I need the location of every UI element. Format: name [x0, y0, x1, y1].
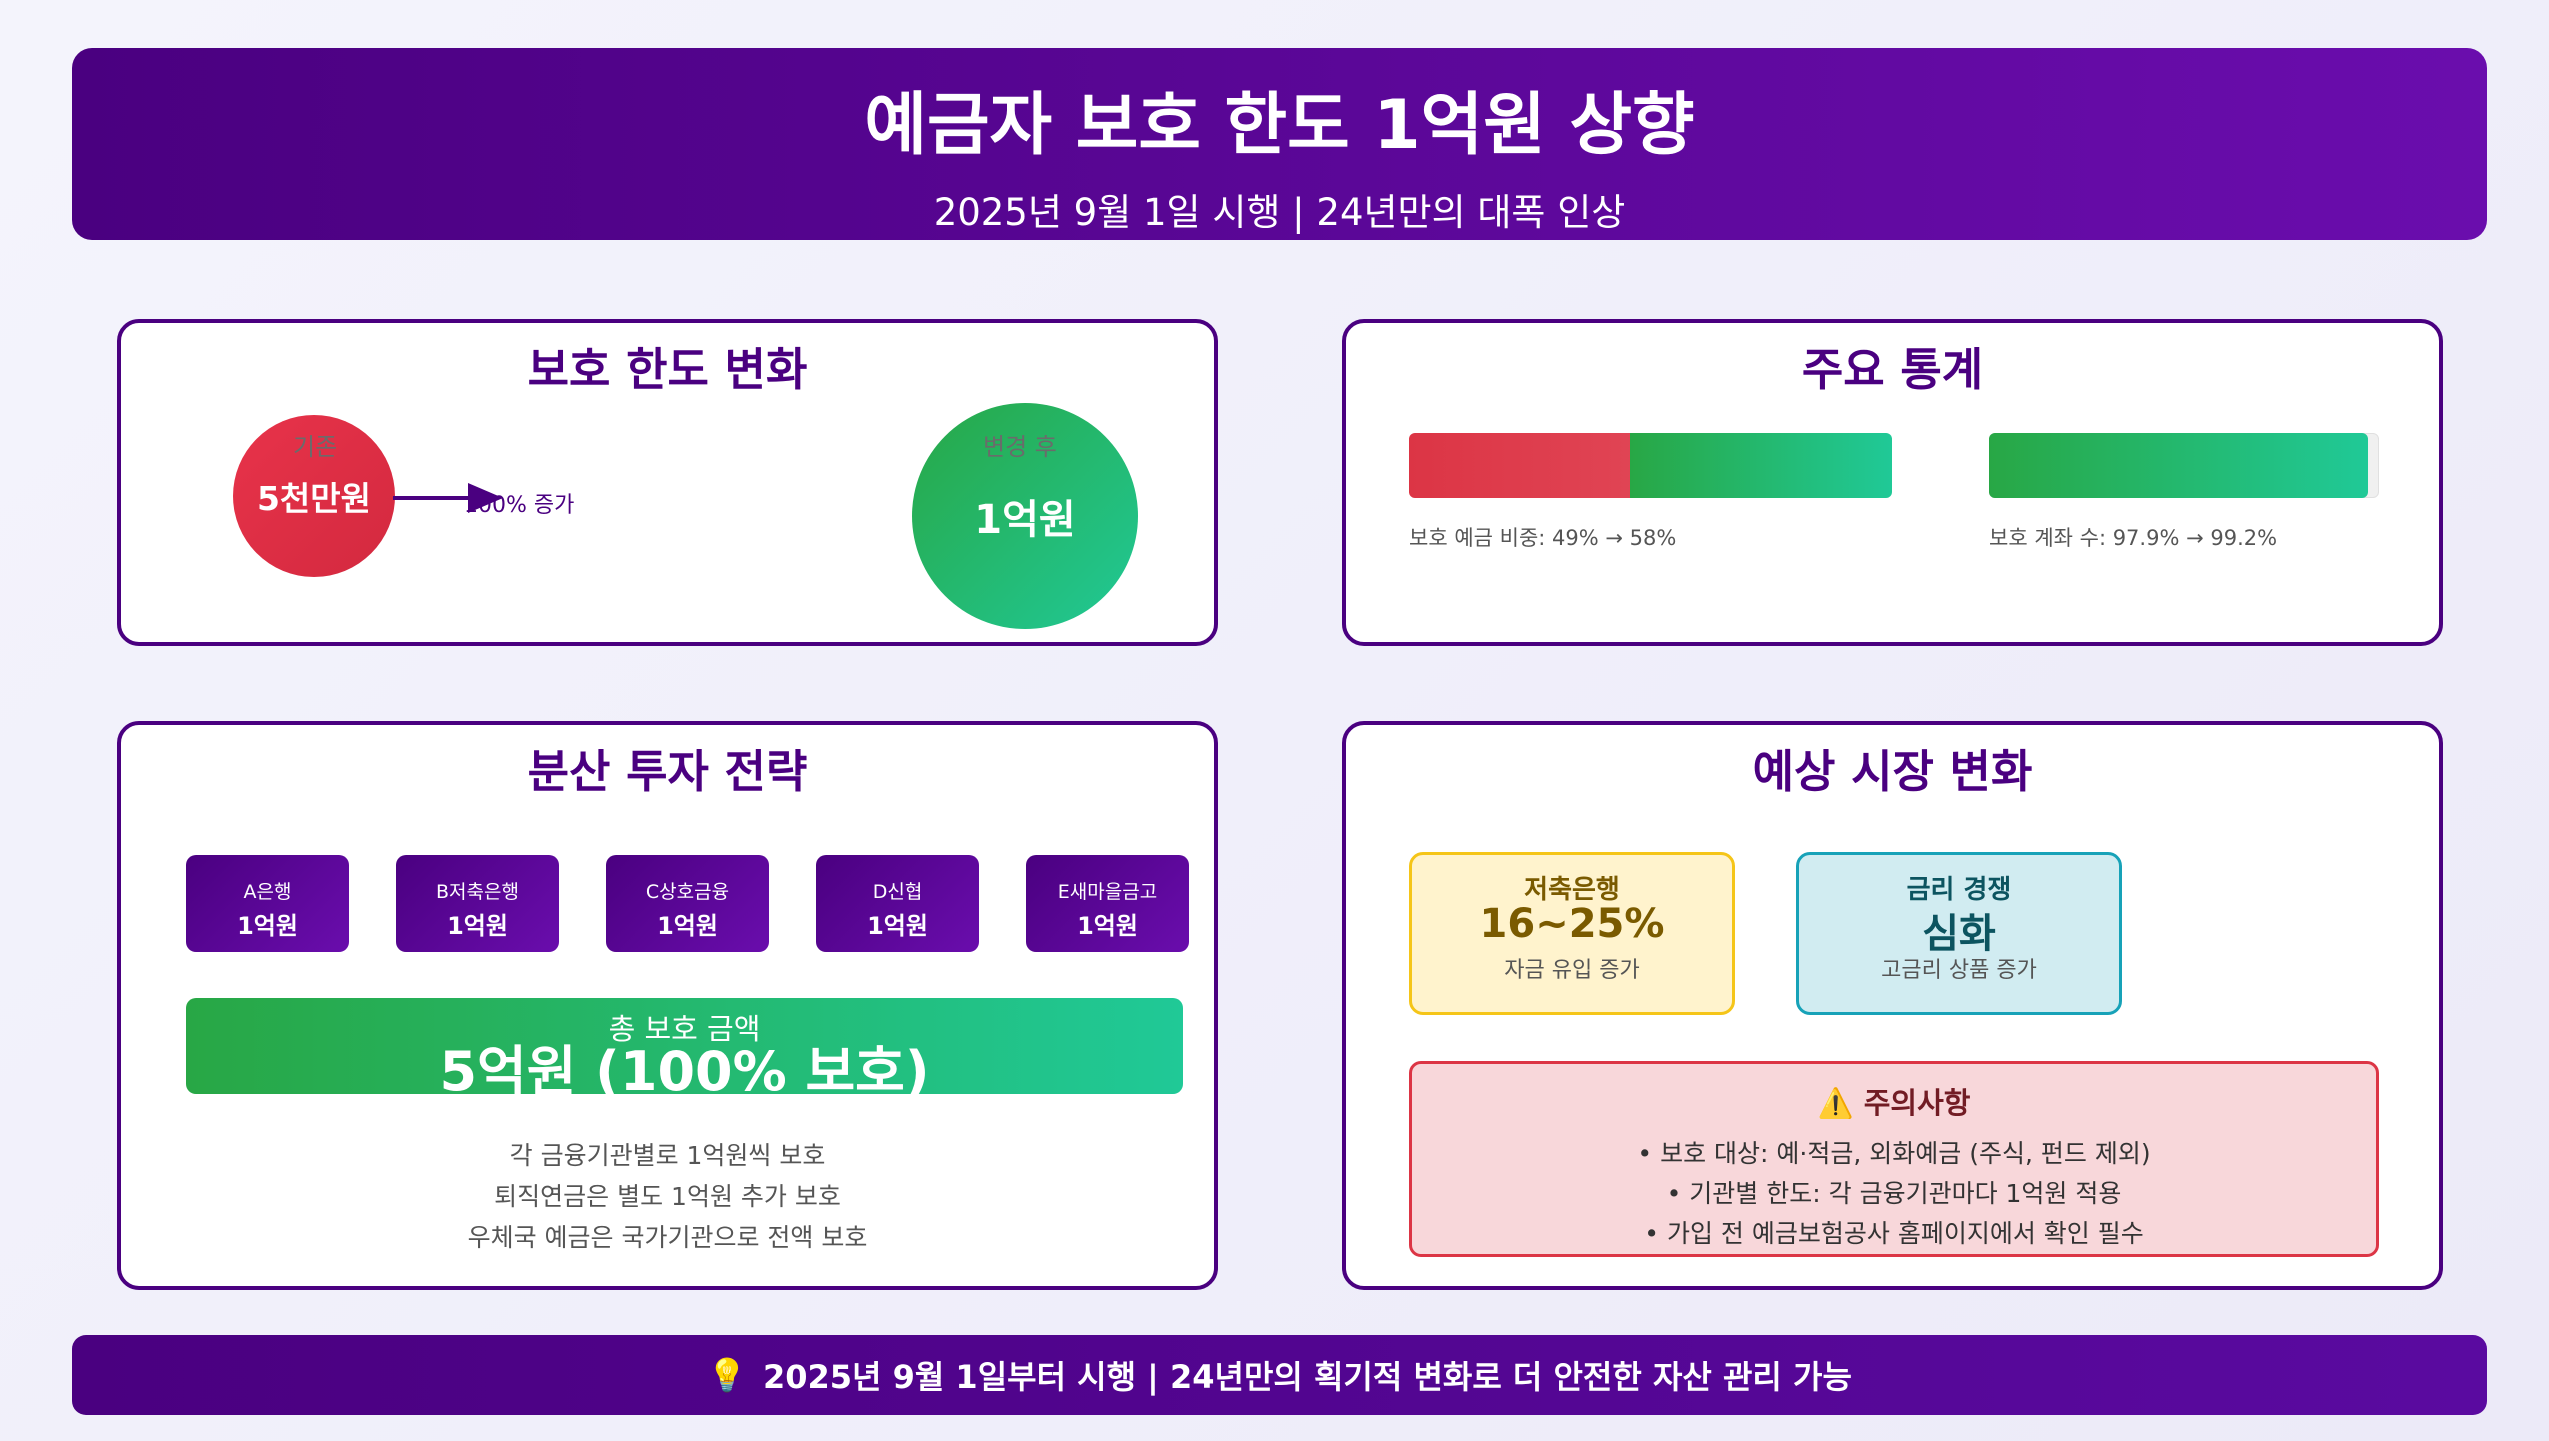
note-item: 우체국 예금은 국가기관으로 전액 보호	[467, 1223, 868, 1252]
diversify-panel: 분산 투자 전략 A은행 1억원 B저축은행 1억원 C상호금융 1억원 D신협…	[117, 721, 1218, 1290]
deposit-ratio-before-segment	[1409, 433, 1630, 498]
old-limit-label: 기존	[293, 433, 338, 461]
bank-card: B저축은행 1억원	[396, 855, 559, 952]
savings-bank-label: 저축은행	[1524, 875, 1620, 905]
bank-amount: 1억원	[237, 912, 298, 940]
bank-amount: 1억원	[447, 912, 508, 940]
caution-box: ⚠️ 주의사항 • 보호 대상: 예·적금, 외화예금 (주식, 펀드 제외) …	[1409, 1061, 2379, 1257]
lightbulb-icon: 💡	[707, 1356, 747, 1394]
stats-title: 주요 통계	[1801, 343, 1984, 396]
new-limit-value: 1억원	[974, 497, 1076, 543]
note-item: 각 금융기관별로 1억원씩 보호	[509, 1141, 826, 1170]
new-limit-label: 변경 후	[983, 433, 1057, 461]
total-protection-label: 총 보호 금액	[608, 1012, 761, 1046]
limit-change-panel: 보호 한도 변화 5천만원 기존 100% 증가 1억원 변경 후	[117, 319, 1218, 646]
bank-amount: 1억원	[1077, 912, 1138, 940]
footer-banner: 💡 2025년 9월 1일부터 시행 | 24년만의 획기적 변화로 더 안전한…	[72, 1335, 2487, 1415]
account-ratio-caption: 보호 계좌 수: 97.9% → 99.2%	[1989, 526, 2278, 550]
rate-competition-value: 심화	[1922, 911, 1996, 957]
increase-label: 100% 증가	[464, 493, 575, 518]
bank-name: D신협	[872, 881, 923, 903]
caution-title: 주의사항	[1863, 1086, 1971, 1120]
increase-arrow-icon	[393, 483, 503, 513]
old-limit-circle: 5천만원	[233, 415, 395, 577]
footer-text: 2025년 9월 1일부터 시행 | 24년만의 획기적 변화로 더 안전한 자…	[762, 1358, 1852, 1396]
bank-card: E새마을금고 1억원	[1026, 855, 1189, 952]
bank-card: A은행 1억원	[186, 855, 349, 952]
new-limit-circle: 1억원	[912, 403, 1138, 629]
bank-amount: 1억원	[867, 912, 928, 940]
page-title: 예금자 보호 한도 1억원 상향	[864, 86, 1695, 165]
bank-card: D신협 1억원	[816, 855, 979, 952]
bank-amount: 1억원	[657, 912, 718, 940]
caution-item: • 보호 대상: 예·적금, 외화예금 (주식, 펀드 제외)	[1637, 1139, 2151, 1168]
limit-change-title: 보호 한도 변화	[527, 343, 808, 396]
savings-bank-desc: 자금 유입 증가	[1504, 958, 1640, 983]
rate-competition-label: 금리 경쟁	[1906, 875, 2012, 905]
caution-item: • 기관별 한도: 각 금융기관마다 1억원 적용	[1666, 1179, 2122, 1208]
bank-name: E새마을금고	[1057, 881, 1158, 903]
rate-competition-card: 금리 경쟁 심화 고금리 상품 증가	[1796, 852, 2122, 1015]
market-panel: 예상 시장 변화 저축은행 16~25% 자금 유입 증가 금리 경쟁 심화 고…	[1342, 721, 2443, 1290]
page-subtitle: 2025년 9월 1일 시행 | 24년만의 대폭 인상	[933, 191, 1626, 234]
warning-icon: ⚠️	[1817, 1086, 1854, 1120]
market-title: 예상 시장 변화	[1752, 745, 2033, 798]
note-item: 퇴직연금은 별도 1억원 추가 보호	[494, 1182, 841, 1211]
bank-card: C상호금융 1억원	[606, 855, 769, 952]
caution-title-row: ⚠️ 주의사항	[1412, 1080, 2376, 1122]
deposit-ratio-after-segment	[1630, 433, 1892, 498]
total-protection-value: 5억원 (100% 보호)	[439, 1040, 930, 1103]
bank-name: B저축은행	[436, 881, 519, 903]
old-limit-value: 5천만원	[256, 479, 372, 518]
rate-competition-desc: 고금리 상품 증가	[1881, 958, 2037, 983]
account-ratio-fill	[1989, 433, 2368, 498]
diversify-title: 분산 투자 전략	[527, 745, 808, 798]
savings-bank-card: 저축은행 16~25% 자금 유입 증가	[1409, 852, 1735, 1015]
stats-panel: 주요 통계 보호 예금 비중: 49% → 58% 보호 계좌 수: 97.9%…	[1342, 319, 2443, 646]
header-banner: 예금자 보호 한도 1억원 상향 2025년 9월 1일 시행 | 24년만의 …	[72, 48, 2487, 240]
deposit-ratio-caption: 보호 예금 비중: 49% → 58%	[1409, 526, 1677, 550]
caution-item: • 가입 전 예금보험공사 홈페이지에서 확인 필수	[1644, 1219, 2144, 1248]
total-protection-box: 총 보호 금액 5억원 (100% 보호)	[186, 998, 1183, 1103]
savings-bank-value: 16~25%	[1479, 901, 1665, 947]
bank-name: A은행	[243, 881, 292, 903]
bank-name: C상호금융	[645, 881, 730, 903]
